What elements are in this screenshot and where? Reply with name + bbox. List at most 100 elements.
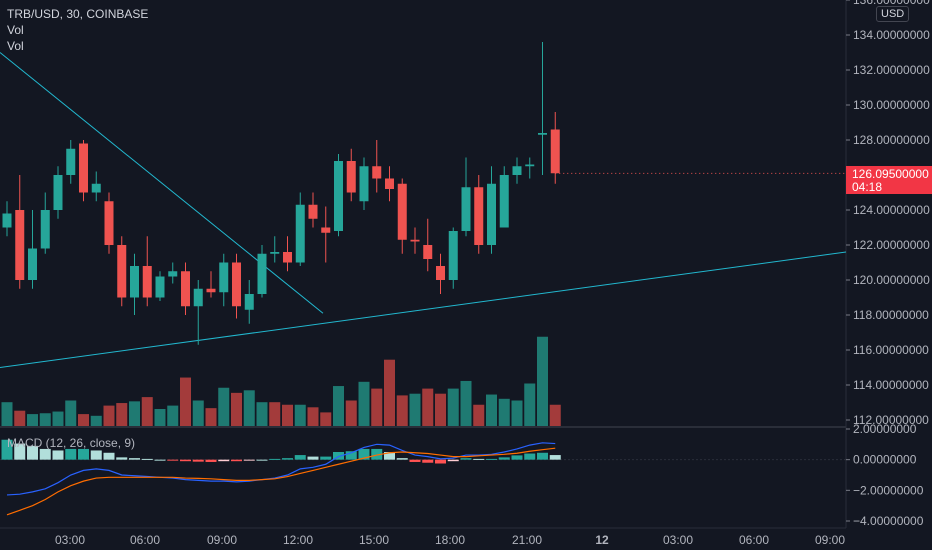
candle-body (117, 245, 127, 298)
candle-body (181, 271, 190, 307)
volume-bar (333, 386, 344, 426)
macd-histogram-bar (422, 459, 434, 463)
macd-histogram-bar (447, 459, 459, 462)
candle-body (168, 271, 178, 277)
macd-pane[interactable] (0, 439, 846, 516)
volume-legend-1[interactable]: Vol (7, 23, 24, 37)
candle-body (142, 266, 152, 298)
candle-body (397, 183, 407, 240)
volume-bar (422, 388, 434, 426)
volume-bars (1, 336, 561, 426)
volume-bar (549, 404, 561, 426)
volume-bar (39, 413, 51, 426)
macd-axis-label: 2.00000000 (853, 422, 917, 436)
volume-bar (65, 400, 77, 426)
macd-histogram-bar (205, 459, 217, 462)
macd-histogram-bar (141, 458, 153, 460)
candle-body (2, 213, 12, 228)
candle-body (334, 161, 343, 231)
candle-body (461, 187, 471, 231)
volume-bar (243, 390, 255, 426)
candle-body (244, 294, 254, 310)
volume-bar (141, 397, 153, 426)
volume-bar (358, 381, 370, 426)
volume-bar (154, 409, 166, 426)
macd-histogram-bar (256, 459, 268, 461)
time-axis-label: 03:00 (663, 533, 693, 547)
macd-histogram-bar (320, 456, 332, 460)
macd-histogram-bar (396, 458, 408, 460)
time-axis-label: 06:00 (739, 533, 769, 547)
candle-body (53, 175, 63, 210)
candle-body (66, 148, 76, 175)
macd-histogram-bar (27, 445, 38, 460)
volume-bar (180, 377, 191, 426)
candle-body (193, 288, 203, 307)
volume-bar (384, 359, 395, 426)
grid-lines (0, 0, 847, 529)
time-axis-label: 12:00 (283, 533, 313, 547)
symbol-title[interactable]: TRB/USD, 30, COINBASE (7, 7, 149, 21)
macd-histogram-bar (269, 458, 281, 460)
axes[interactable]: 136.00000000 134.00000000 132.00000000 130.… (55, 0, 930, 547)
macd-histogram-bar (460, 458, 472, 460)
volume-bar (486, 394, 497, 426)
macd-histogram-bar (333, 452, 344, 460)
currency-badge[interactable]: USD (876, 6, 910, 22)
volume-bar (473, 404, 485, 426)
macd-histogram-bar (524, 453, 536, 460)
volume-bar (460, 380, 472, 426)
price-axis-label: 118.00000000 (853, 308, 929, 322)
candle-body (538, 133, 547, 135)
macd-histogram-bar (39, 448, 51, 460)
volume-bar (129, 401, 140, 426)
volume-bar (345, 400, 357, 426)
candle-body (512, 166, 522, 175)
descending-trendline (0, 52, 324, 314)
time-axis-label: 03:00 (55, 533, 85, 547)
last-price-badge: 126.09500000 04:18 (846, 166, 932, 194)
volume-legend-2[interactable]: Vol (7, 39, 24, 53)
candle-body (525, 164, 535, 167)
macd-histogram-bar (103, 452, 115, 460)
macd-histogram-bar (167, 459, 179, 461)
candle-body (321, 227, 331, 233)
volume-bar (167, 405, 179, 426)
macd-histogram-bar (384, 452, 395, 460)
time-axis-label: 21:00 (512, 533, 542, 547)
macd-histogram-bar (409, 459, 421, 462)
time-axis-label: 09:00 (815, 533, 845, 547)
volume-bar (282, 404, 293, 426)
volume-bar (231, 392, 242, 426)
macd-histogram-bar (218, 459, 230, 462)
macd-histogram-bar (243, 459, 255, 461)
macd-legend[interactable]: MACD (12, 26, close, 9) (7, 436, 136, 450)
volume-bar (27, 414, 38, 426)
volume-bar (435, 393, 446, 426)
trendlines[interactable] (0, 52, 847, 368)
macd-histogram-bar (65, 448, 77, 460)
volume-bar (371, 388, 383, 426)
candle-body (474, 187, 484, 245)
volume-bar (218, 387, 230, 426)
candle-body (15, 210, 25, 280)
time-axis-label: 12 (595, 533, 609, 547)
candle-body (206, 288, 216, 293)
chart-legend[interactable]: TRB/USD, 30, COINBASE Vol Vol (7, 6, 148, 54)
price-axis-label: 132.00000000 (853, 63, 930, 77)
price-axis-label: 122.00000000 (853, 238, 930, 252)
candle-body (270, 252, 280, 254)
volume-bar (103, 405, 115, 426)
volume-bar (307, 407, 319, 426)
candlestick-series[interactable] (2, 42, 847, 345)
volume-bar (537, 336, 548, 426)
volume-bar (90, 415, 102, 426)
price-axis-label: 124.00000000 (853, 203, 930, 217)
price-axis-label: 114.00000000 (853, 378, 929, 392)
macd-histogram-bar (52, 450, 64, 460)
volume-bar (116, 403, 128, 426)
candle-body (423, 245, 433, 259)
candle-body (219, 262, 229, 293)
